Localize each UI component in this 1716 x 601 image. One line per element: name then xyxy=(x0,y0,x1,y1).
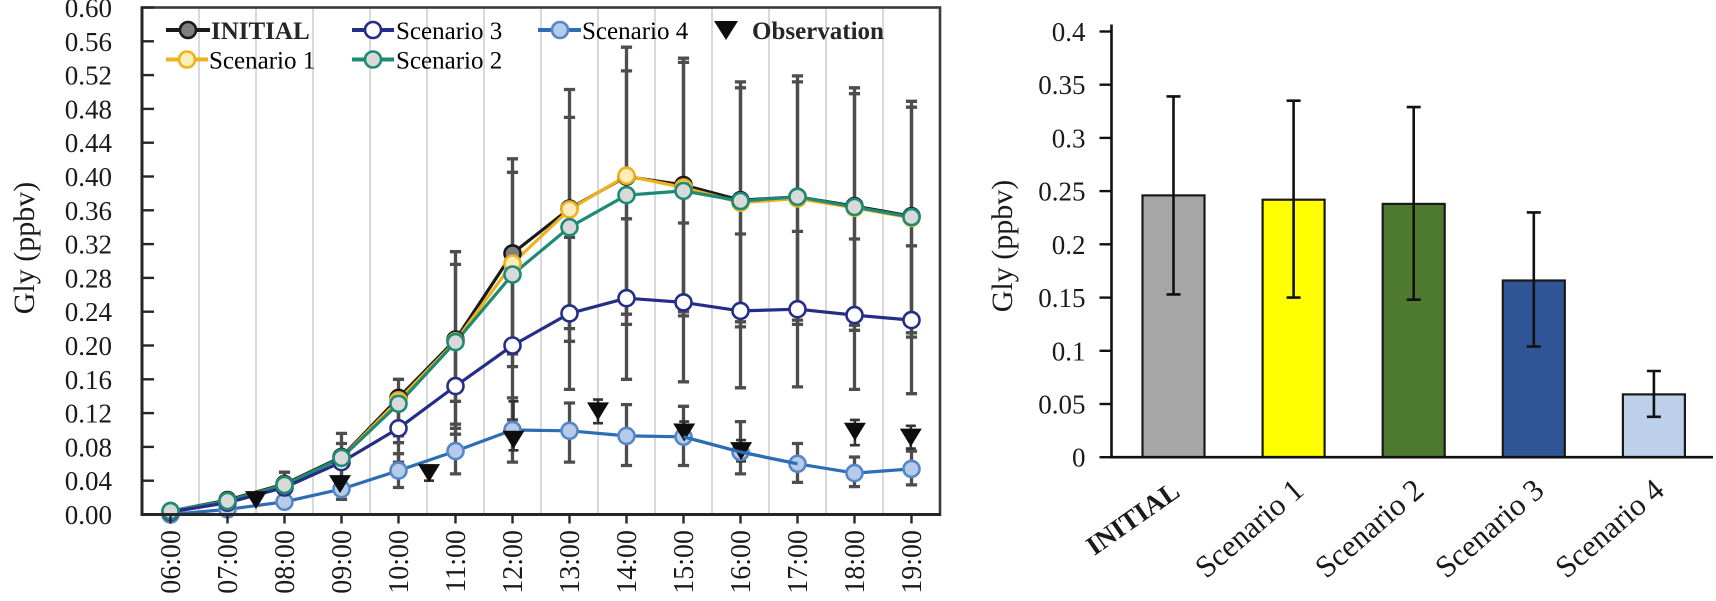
svg-text:0.40: 0.40 xyxy=(65,162,112,192)
svg-text:0.16: 0.16 xyxy=(65,365,112,395)
svg-text:19:00: 19:00 xyxy=(897,530,928,594)
svg-text:0.15: 0.15 xyxy=(1038,283,1085,313)
svg-text:09:00: 09:00 xyxy=(327,530,358,594)
svg-text:0.52: 0.52 xyxy=(65,61,112,91)
svg-text:Scenario 3: Scenario 3 xyxy=(396,18,502,45)
svg-text:0.12: 0.12 xyxy=(65,399,112,429)
svg-text:0.1: 0.1 xyxy=(1052,336,1086,366)
svg-text:0.60: 0.60 xyxy=(65,0,112,23)
svg-text:12:00: 12:00 xyxy=(498,530,529,594)
svg-text:16:00: 16:00 xyxy=(726,530,757,594)
svg-text:0.28: 0.28 xyxy=(65,263,112,293)
svg-text:INITIAL: INITIAL xyxy=(211,18,310,45)
svg-text:0.25: 0.25 xyxy=(1038,177,1085,207)
svg-text:0.35: 0.35 xyxy=(1038,70,1085,100)
svg-text:0.00: 0.00 xyxy=(65,500,112,530)
svg-text:0.36: 0.36 xyxy=(65,196,112,226)
svg-text:0.05: 0.05 xyxy=(1038,390,1085,420)
svg-text:06:00: 06:00 xyxy=(156,530,187,594)
svg-text:08:00: 08:00 xyxy=(270,530,301,594)
svg-text:13:00: 13:00 xyxy=(555,530,586,594)
svg-text:0.08: 0.08 xyxy=(65,432,112,462)
svg-text:0.48: 0.48 xyxy=(65,94,112,124)
svg-text:Scenario 4: Scenario 4 xyxy=(582,18,689,45)
svg-text:0.20: 0.20 xyxy=(65,331,112,361)
svg-text:0.32: 0.32 xyxy=(65,230,112,260)
svg-text:0: 0 xyxy=(1072,443,1086,473)
svg-text:Observation: Observation xyxy=(752,18,884,45)
svg-text:10:00: 10:00 xyxy=(384,530,415,594)
svg-text:11:00: 11:00 xyxy=(441,530,472,593)
svg-text:0.56: 0.56 xyxy=(65,27,112,57)
svg-text:0.4: 0.4 xyxy=(1052,17,1086,47)
svg-text:07:00: 07:00 xyxy=(213,530,244,594)
svg-text:Scenario 1: Scenario 1 xyxy=(209,48,315,75)
svg-text:0.2: 0.2 xyxy=(1052,230,1086,260)
svg-text:17:00: 17:00 xyxy=(783,530,814,594)
svg-text:15:00: 15:00 xyxy=(669,530,700,594)
svg-text:18:00: 18:00 xyxy=(840,530,871,594)
svg-text:14:00: 14:00 xyxy=(612,530,643,594)
svg-text:Gly (ppbv): Gly (ppbv) xyxy=(8,182,41,314)
svg-text:0.04: 0.04 xyxy=(65,466,113,496)
svg-text:0.24: 0.24 xyxy=(65,297,113,327)
svg-text:0.44: 0.44 xyxy=(65,128,113,158)
svg-text:Scenario 2: Scenario 2 xyxy=(396,48,502,75)
svg-text:Gly (ppbv): Gly (ppbv) xyxy=(986,180,1019,312)
svg-text:0.3: 0.3 xyxy=(1052,123,1086,153)
